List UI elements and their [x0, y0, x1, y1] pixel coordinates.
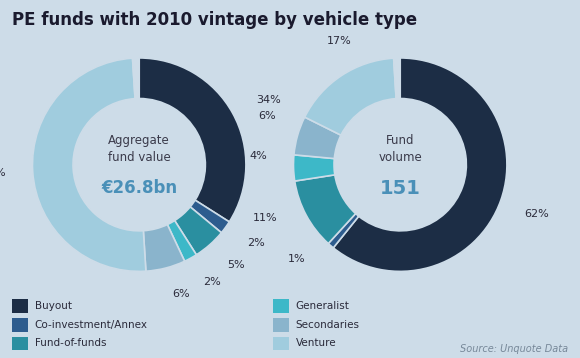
Text: 50%: 50%: [0, 168, 6, 178]
Wedge shape: [132, 58, 139, 99]
Wedge shape: [139, 58, 246, 222]
Wedge shape: [168, 221, 197, 261]
Text: 2%: 2%: [204, 277, 221, 287]
Wedge shape: [175, 207, 222, 255]
Text: 4%: 4%: [249, 151, 267, 161]
Text: 6%: 6%: [172, 289, 190, 299]
Text: Co-investment/Annex: Co-investment/Annex: [35, 320, 148, 330]
Text: Fund
volume: Fund volume: [378, 134, 422, 164]
Text: 17%: 17%: [327, 36, 352, 46]
Text: PE funds with 2010 vintage by vehicle type: PE funds with 2010 vintage by vehicle ty…: [12, 11, 416, 29]
Text: €26.8bn: €26.8bn: [101, 179, 177, 197]
Text: Secondaries: Secondaries: [296, 320, 360, 330]
Wedge shape: [394, 58, 400, 99]
Text: Fund-of-funds: Fund-of-funds: [35, 338, 106, 348]
Text: 62%: 62%: [524, 209, 549, 219]
Wedge shape: [295, 175, 356, 243]
Text: Aggregate
fund value: Aggregate fund value: [108, 134, 171, 164]
Wedge shape: [334, 58, 507, 271]
Wedge shape: [32, 58, 146, 271]
Text: Source: Unquote Data: Source: Unquote Data: [461, 344, 568, 354]
Text: Generalist: Generalist: [296, 301, 350, 311]
Wedge shape: [304, 58, 396, 135]
Text: 5%: 5%: [227, 260, 245, 270]
Text: 34%: 34%: [256, 96, 281, 105]
Text: 11%: 11%: [253, 213, 278, 223]
Text: 1%: 1%: [288, 254, 306, 264]
Wedge shape: [328, 214, 358, 248]
Text: Buyout: Buyout: [35, 301, 72, 311]
Text: Venture: Venture: [296, 338, 336, 348]
Text: 6%: 6%: [259, 111, 276, 121]
Wedge shape: [143, 224, 184, 271]
Text: 151: 151: [380, 179, 420, 198]
Wedge shape: [294, 117, 341, 159]
Wedge shape: [293, 155, 335, 181]
Text: 2%: 2%: [247, 238, 265, 248]
Wedge shape: [190, 200, 229, 233]
